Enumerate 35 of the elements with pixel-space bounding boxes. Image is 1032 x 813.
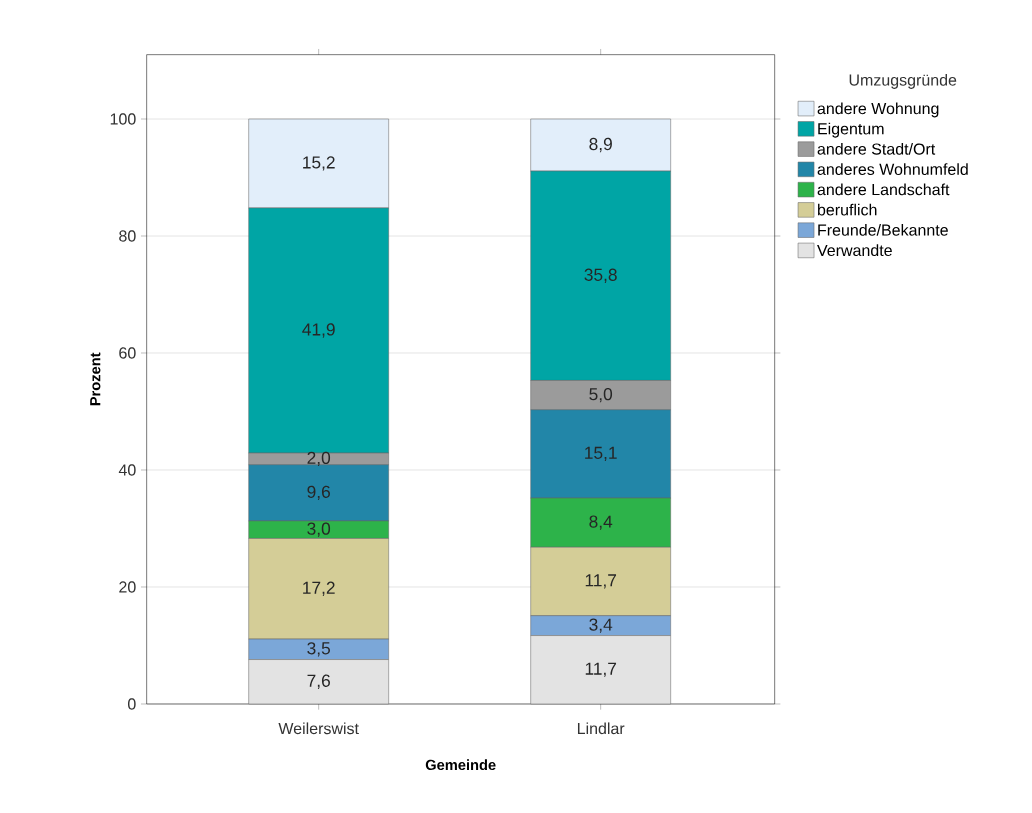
data-label: 2,0: [307, 451, 331, 466]
data-label: 15,2: [303, 156, 335, 171]
data-label: 3,0: [307, 522, 331, 537]
legend-title: Umzugsgründe: [849, 73, 957, 89]
data-label: 11,7: [585, 662, 617, 677]
data-label: 41,9: [302, 323, 335, 338]
y-tick-label: 100: [110, 113, 136, 125]
y-tick-label: 40: [118, 464, 136, 476]
legend-label: Verwandte: [817, 244, 892, 256]
data-label: 8,4: [589, 515, 613, 530]
legend-label: andere Landschaft: [817, 183, 950, 196]
legend-label: andere Stadt/Ort: [817, 142, 936, 155]
data-label: 9,6: [307, 485, 330, 500]
legend-label: beruflich: [818, 203, 877, 216]
legend-label: andere Wohnung: [817, 102, 939, 118]
data-label: 15,1: [585, 446, 617, 461]
data-label: 3,4: [589, 618, 613, 633]
data-label: 8,9: [589, 137, 612, 153]
data-label: 35,8: [584, 268, 617, 283]
x-tick-label: Lindlar: [577, 722, 625, 734]
legend-label: Freunde/Bekannte: [818, 223, 948, 236]
y-tick-label: 80: [119, 230, 136, 242]
y-tick-label: 60: [119, 347, 136, 359]
x-tick-label: Weilerswist: [278, 722, 359, 734]
y-tick-label: 20: [119, 581, 136, 593]
x-axis-title: Gemeinde: [425, 759, 496, 770]
data-label: 11,7: [585, 574, 617, 589]
legend-label: Eigentum: [818, 122, 884, 138]
legend-label: anderes Wohnumfeld: [817, 163, 968, 175]
y-axis-title: Prozent: [90, 352, 101, 406]
data-label: 17,2: [303, 581, 335, 596]
data-label: 3,5: [307, 641, 330, 657]
data-label: 7,6: [307, 674, 330, 689]
y-tick-label: 0: [128, 698, 136, 710]
data-label: 5,0: [589, 387, 613, 403]
